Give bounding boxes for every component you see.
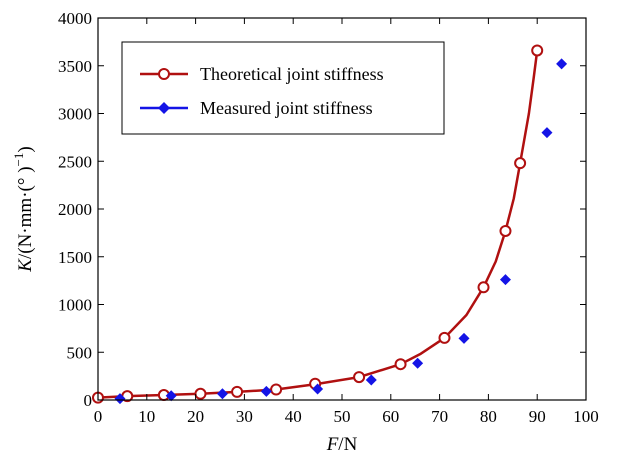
y-tick-label: 2000 — [58, 200, 92, 219]
theoretical-point — [394, 358, 407, 371]
legend-marker-measured — [158, 102, 170, 114]
measured-point — [365, 374, 377, 386]
measured-point — [412, 357, 424, 369]
x-tick-label: 50 — [334, 407, 351, 426]
theoretical-point — [531, 44, 544, 57]
theoretical-point — [499, 224, 512, 237]
measured-point — [260, 385, 272, 397]
x-tick-label: 90 — [529, 407, 546, 426]
y-tick-label: 0 — [84, 391, 93, 410]
measured-point — [165, 390, 177, 402]
x-tick-label: 10 — [138, 407, 155, 426]
x-tick-label: 30 — [236, 407, 253, 426]
theoretical-point — [438, 331, 451, 344]
y-axis-title-close: ) — [15, 146, 36, 152]
x-tick-label: 70 — [431, 407, 448, 426]
y-tick-label: 2500 — [58, 152, 92, 171]
legend-label-measured: Measured joint stiffness — [200, 98, 373, 118]
x-tick-label: 60 — [382, 407, 399, 426]
measured-point — [114, 393, 126, 405]
legend-box — [121, 41, 445, 135]
y-tick-label: 1000 — [58, 296, 92, 315]
x-tick-label: 80 — [480, 407, 497, 426]
x-tick-label: 0 — [94, 407, 103, 426]
axis-ticks — [97, 17, 587, 401]
x-tick-labels: 0 10 20 30 40 50 60 70 80 90 100 — [94, 407, 599, 426]
y-tick-labels: 0 500 1000 1500 2000 2500 3000 3500 4000 — [58, 9, 92, 410]
measured-point — [556, 58, 568, 70]
x-tick-label: 40 — [285, 407, 302, 426]
theoretical-point — [514, 157, 527, 170]
y-axis-title-variable: K — [15, 258, 36, 273]
y-tick-label: 4000 — [58, 9, 92, 28]
x-axis-title-unit: /N — [338, 434, 357, 455]
x-tick-label: 20 — [187, 407, 204, 426]
y-axis-title: K/(N·mm·(° )−1) — [11, 146, 36, 272]
plot-series — [92, 44, 568, 405]
measured-point — [499, 274, 511, 286]
legend-label-theoretical: Theoretical joint stiffness — [200, 64, 384, 84]
theoretical-point — [477, 281, 490, 294]
measured-point — [458, 332, 470, 344]
y-tick-label: 1500 — [58, 248, 92, 267]
y-tick-label: 500 — [67, 343, 93, 362]
x-tick-label: 100 — [573, 407, 599, 426]
measured-point — [216, 388, 228, 400]
theoretical-point — [231, 385, 244, 398]
theoretical-point — [270, 383, 283, 396]
y-tick-label: 3500 — [58, 57, 92, 76]
legend-marker-theoretical — [158, 68, 170, 80]
y-axis-title-exponent: −1 — [11, 153, 26, 167]
measured-point — [312, 383, 324, 395]
x-axis-title-variable: F — [326, 434, 339, 455]
legend-entry-theoretical: Theoretical joint stiffness — [140, 64, 384, 84]
measured-point — [541, 127, 553, 139]
theoretical-point — [353, 371, 366, 384]
legend-entry-measured: Measured joint stiffness — [140, 98, 373, 118]
legend: Theoretical joint stiffness Measured joi… — [121, 41, 445, 135]
y-axis-title-unit: /(N·mm·(° ) — [15, 166, 36, 259]
x-axis-title: F/N — [326, 434, 358, 455]
y-tick-label: 3000 — [58, 105, 92, 124]
theoretical-point — [194, 387, 207, 400]
